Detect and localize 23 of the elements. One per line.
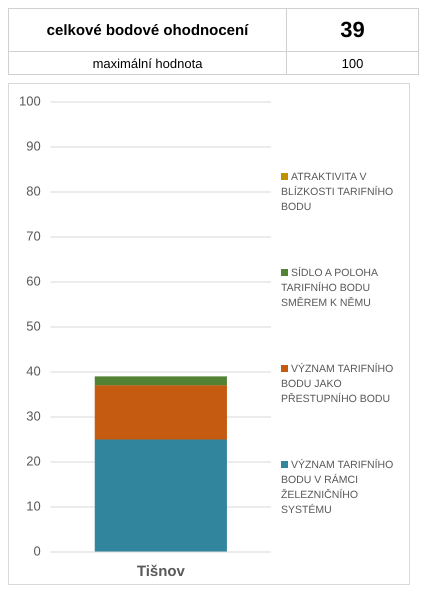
text: maximální hodnota	[8, 52, 286, 74]
y-tick-label: 100	[18, 93, 41, 108]
y-tick-label: 40	[26, 364, 41, 378]
legend-label: VÝZNAM TARIFNÍHO BODU JAKO PŘESTUPNÍHO BODU	[281, 363, 394, 406]
legend-label: SÍDLO A POLOHA TARIFNÍHO BODU SMĚREM K NĚMU	[281, 266, 378, 309]
y-tick-label: 90	[26, 138, 41, 154]
legend-label: ATRAKTIVITA V BLÍZKOSTI TARIFNÍHO BODU	[281, 170, 394, 213]
y-tick-label: 30	[26, 408, 41, 424]
y-tick-label: 70	[26, 228, 41, 244]
y-tick-label: 60	[26, 273, 41, 288]
text: 39	[286, 8, 418, 52]
bar	[94, 439, 227, 552]
text: 100	[286, 52, 418, 74]
legend-label: VÝZNAM TARIFNÍHO BODU V RÁMCI ŽELEZNIČNÍHO SYSTÉMU	[281, 459, 394, 516]
y-tick-label: 20	[26, 454, 41, 469]
bar	[94, 376, 227, 386]
bar	[94, 385, 227, 440]
text: celkové bodové ohodnocení	[8, 8, 286, 52]
x-tick-label: Tišnov	[136, 563, 186, 580]
y-tick-label: 0	[33, 544, 41, 559]
y-tick-label: 80	[26, 183, 41, 198]
y-tick-label: 10	[26, 498, 41, 514]
y-tick-label: 50	[26, 318, 41, 334]
